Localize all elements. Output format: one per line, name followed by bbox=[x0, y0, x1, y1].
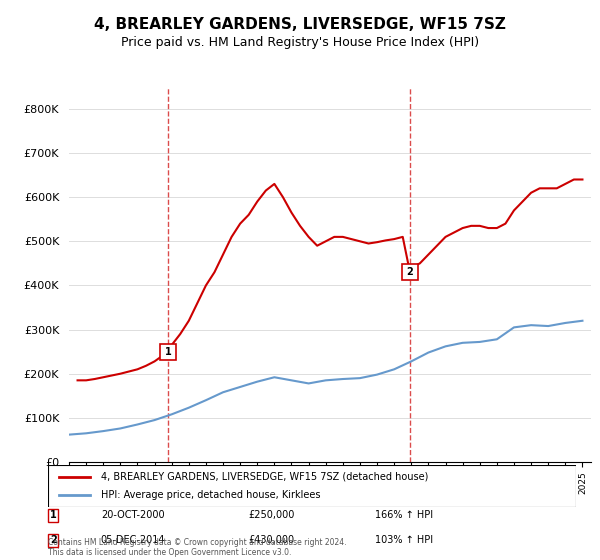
Text: 1: 1 bbox=[165, 347, 172, 357]
Text: 1: 1 bbox=[50, 510, 56, 520]
Text: Price paid vs. HM Land Registry's House Price Index (HPI): Price paid vs. HM Land Registry's House … bbox=[121, 36, 479, 49]
Text: 2: 2 bbox=[50, 535, 56, 545]
Text: 4, BREARLEY GARDENS, LIVERSEDGE, WF15 7SZ: 4, BREARLEY GARDENS, LIVERSEDGE, WF15 7S… bbox=[94, 17, 506, 32]
Text: £250,000: £250,000 bbox=[248, 510, 295, 520]
Text: HPI: Average price, detached house, Kirklees: HPI: Average price, detached house, Kirk… bbox=[101, 490, 320, 500]
Text: 166% ↑ HPI: 166% ↑ HPI bbox=[376, 510, 433, 520]
Text: 20-OCT-2000: 20-OCT-2000 bbox=[101, 510, 164, 520]
Text: 05-DEC-2014: 05-DEC-2014 bbox=[101, 535, 166, 545]
Text: 4, BREARLEY GARDENS, LIVERSEDGE, WF15 7SZ (detached house): 4, BREARLEY GARDENS, LIVERSEDGE, WF15 7S… bbox=[101, 472, 428, 482]
Text: 103% ↑ HPI: 103% ↑ HPI bbox=[376, 535, 433, 545]
Text: Contains HM Land Registry data © Crown copyright and database right 2024.
This d: Contains HM Land Registry data © Crown c… bbox=[48, 538, 347, 557]
Text: 2: 2 bbox=[407, 267, 413, 277]
Text: £430,000: £430,000 bbox=[248, 535, 295, 545]
FancyBboxPatch shape bbox=[48, 465, 576, 507]
